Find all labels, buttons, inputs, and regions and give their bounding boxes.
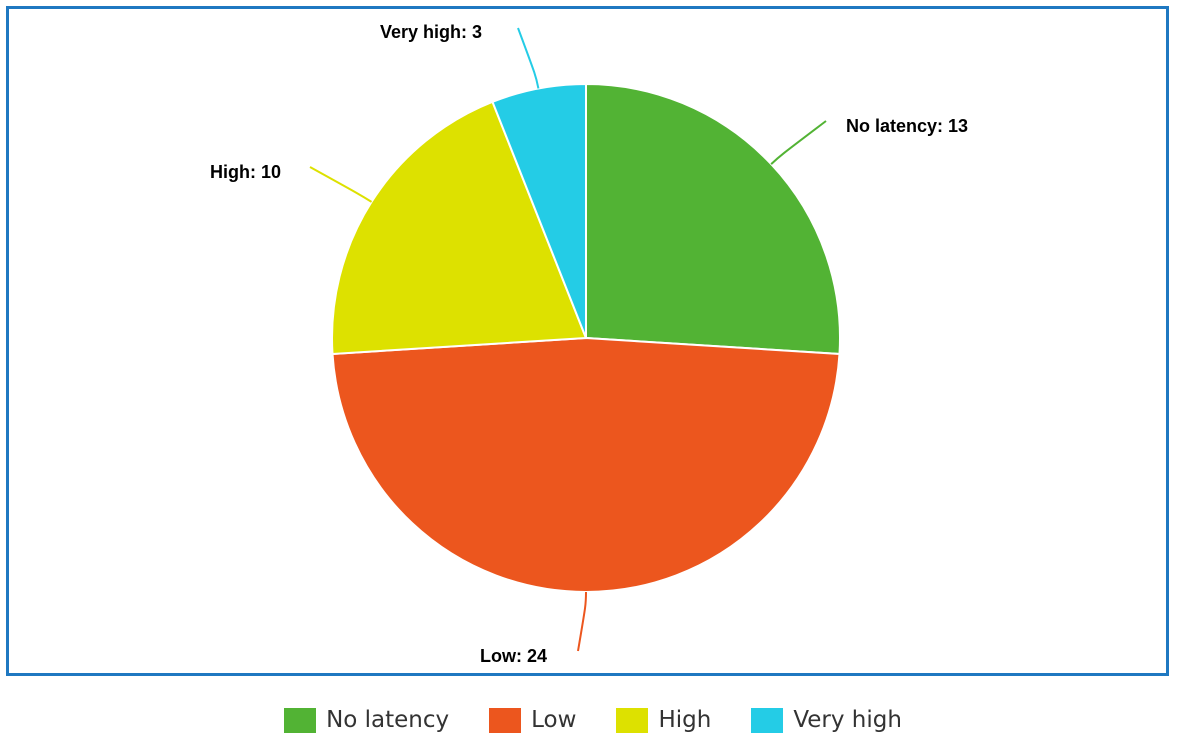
legend-label: Low [531,707,577,733]
data-label-high: High: 10 [210,162,281,182]
data-label-low: Low: 24 [480,646,547,666]
legend-label: No latency [326,707,450,733]
data-label-very-high: Very high: 3 [380,22,482,42]
legend-item-very-high[interactable]: Very high [751,707,902,733]
legend-swatch [489,707,522,733]
pie-chart: No latency: 13 Low: 24 High: 10 Very hig… [210,22,968,666]
pie-slice-high[interactable] [331,100,588,356]
legend-swatch [751,707,784,733]
connector-low [577,591,587,652]
connector-no-latency [770,120,827,165]
legend-item-high[interactable]: High [616,707,711,733]
legend-swatch [616,707,649,733]
connector-high [309,166,373,203]
pie-slice-low[interactable] [331,336,841,594]
connector-very-high [517,27,540,89]
legend-item-low[interactable]: Low [489,707,576,733]
pie-slices [331,82,841,594]
data-label-no-latency: No latency: 13 [846,116,968,136]
legend-item-no-latency[interactable]: No latency [284,707,449,733]
label-connectors [309,27,827,652]
pie-slice-no-latency[interactable] [585,82,841,356]
legend-label: High [658,707,712,733]
legend-swatch [284,707,317,733]
pie-slice-very-high[interactable] [491,82,587,339]
chart-legend: No latency Low High Very high [0,707,1186,733]
legend-label: Very high [793,707,902,733]
